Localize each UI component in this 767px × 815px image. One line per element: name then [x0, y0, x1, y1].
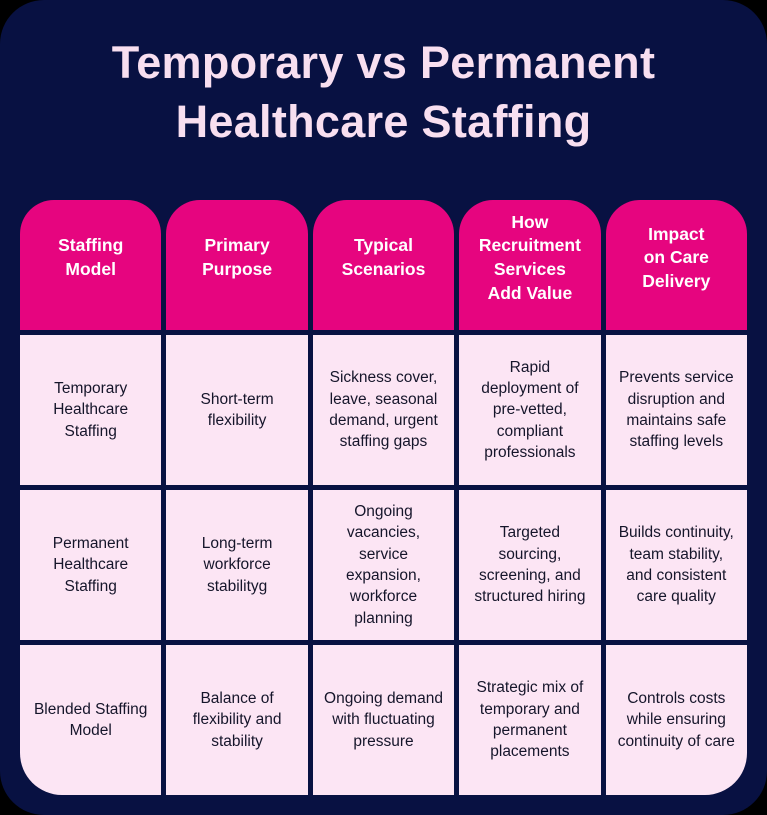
page-title: Temporary vs Permanent Healthcare Staffi… [111, 37, 656, 147]
cell-r3-recruitment-value: Strategic mix of temporary and permanent… [459, 645, 601, 795]
cell-r2-recruitment-value: Targeted sourcing, screening, and struct… [459, 490, 601, 640]
cell-r3-typical-scenarios: Ongoing demand with fluctuating pressure [312, 645, 455, 795]
cell-r1-recruitment-value: Rapid deployment of pre-vetted, complian… [459, 335, 601, 485]
column-header-primary-purpose: Primary Purpose [166, 200, 308, 330]
cell-r2-typical-scenarios: Ongoing vacancies, service expansion, wo… [312, 490, 455, 640]
column-header-typical-scenarios: Typical Scenarios [312, 200, 455, 330]
cell-r1-primary-purpose: Short-term flexibility [166, 335, 308, 485]
cell-r2-primary-purpose: Long-term workforce stabilityg [166, 490, 308, 640]
cell-r1-care-delivery-impact: Prevents service disruption and maintain… [605, 335, 747, 485]
cell-r3-primary-purpose: Balance of flexibility and stability [166, 645, 308, 795]
column-header-care-delivery-impact: Impact on Care Delivery [605, 200, 747, 330]
comparison-table: Staffing Model Primary Purpose Typical S… [20, 200, 747, 795]
cell-r2-care-delivery-impact: Builds continuity, team stability, and c… [605, 490, 747, 640]
column-header-staffing-model: Staffing Model [20, 200, 162, 330]
cell-r1-typical-scenarios: Sickness cover, leave, seasonal demand, … [312, 335, 455, 485]
column-header-recruitment-value: How Recruitment Services Add Value [459, 200, 601, 330]
cell-r3-care-delivery-impact: Controls costs while ensuring continuity… [605, 645, 747, 795]
cell-r1-staffing-model: Temporary Healthcare Staffing [20, 335, 162, 485]
cell-r3-staffing-model: Blended Staffing Model [20, 645, 162, 795]
cell-r2-staffing-model: Permanent Healthcare Staffing [20, 490, 162, 640]
